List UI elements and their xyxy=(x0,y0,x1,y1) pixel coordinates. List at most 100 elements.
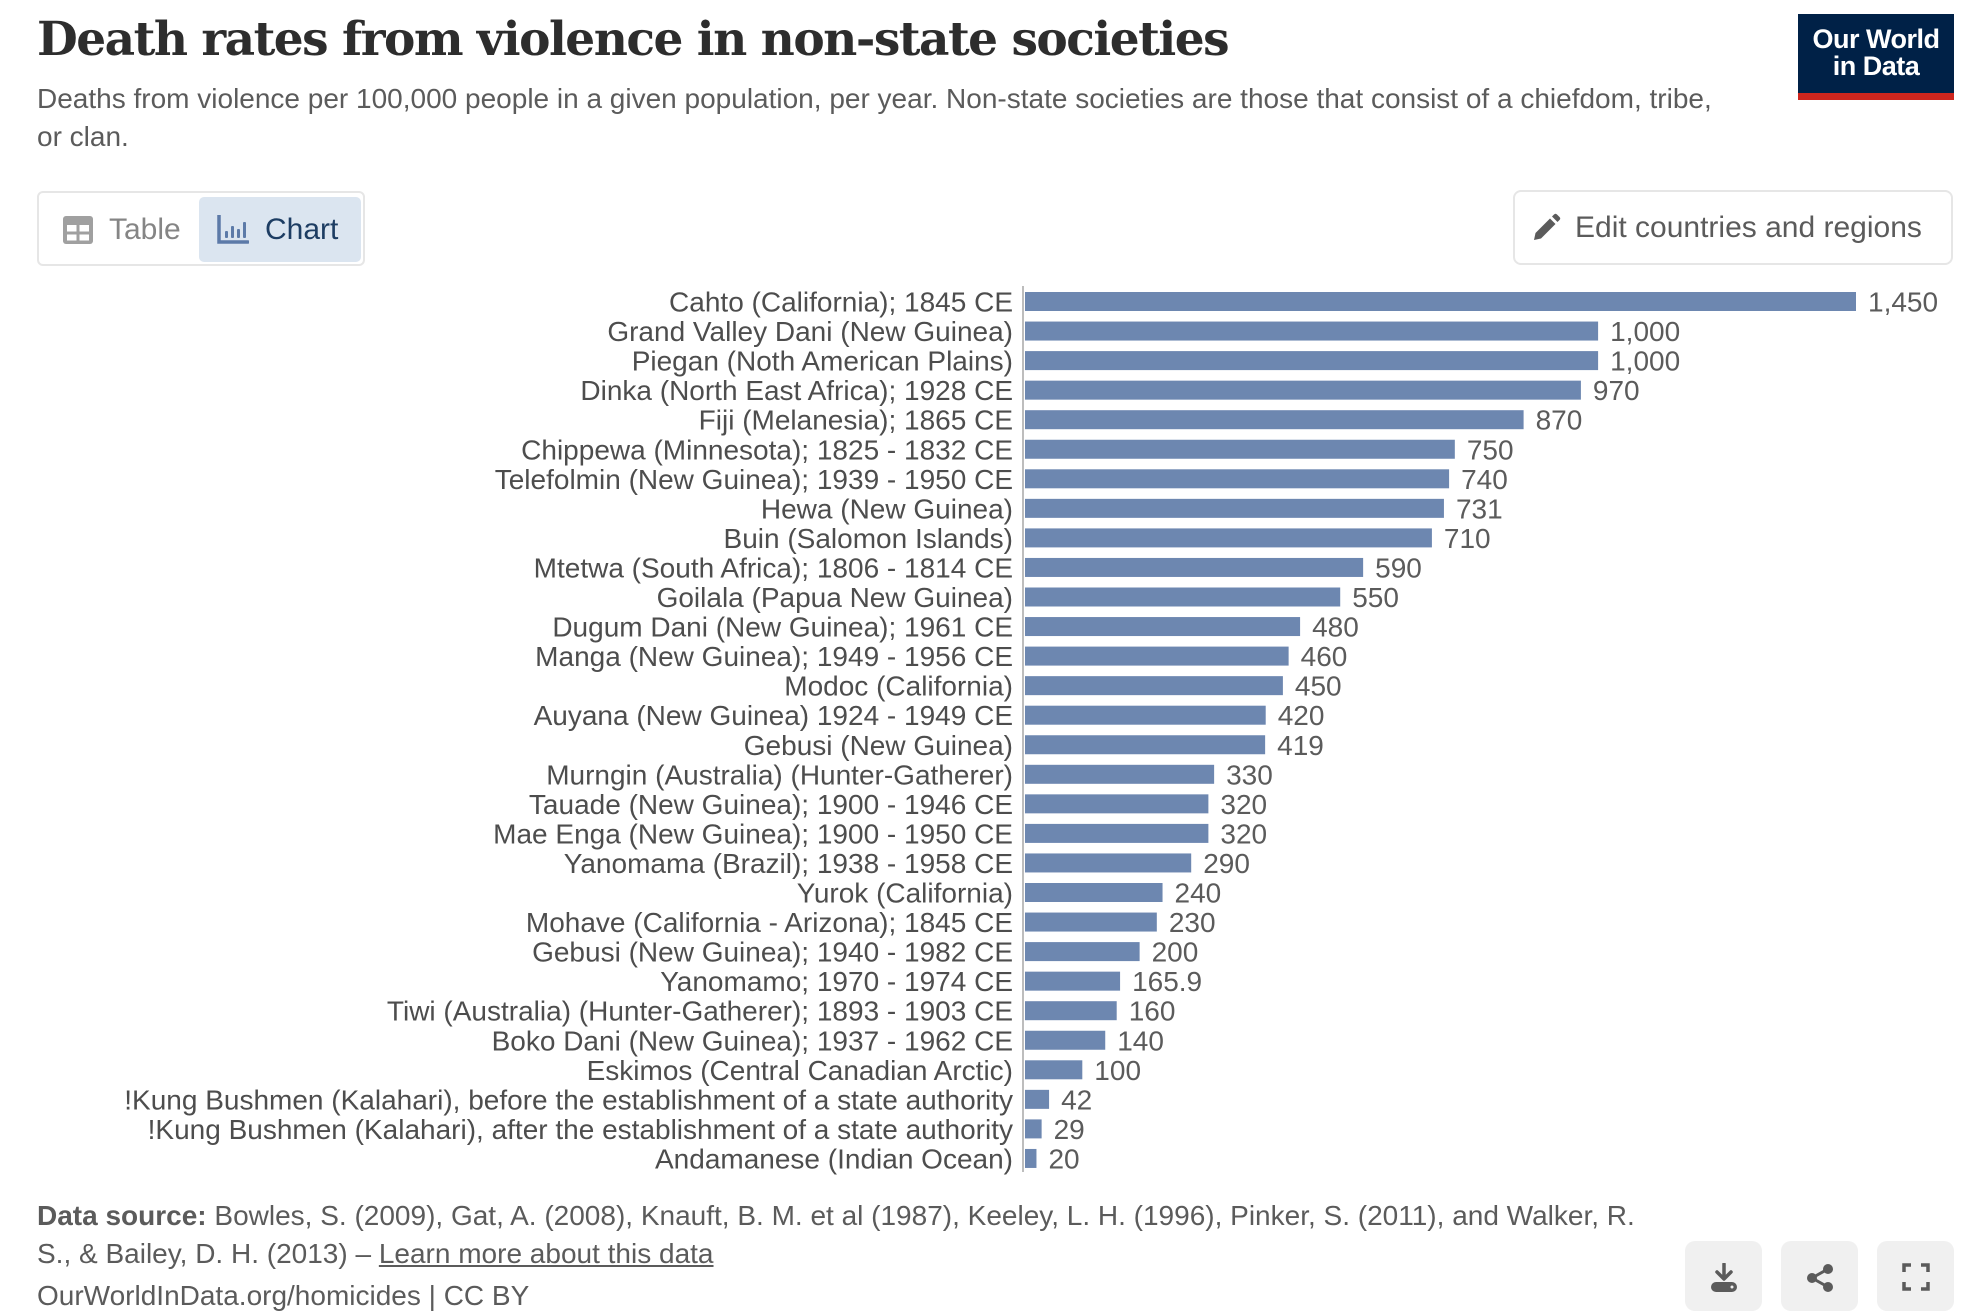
category-label[interactable]: !Kung Bushmen (Kalahari), before the est… xyxy=(124,1084,1013,1115)
category-label[interactable]: Mtetwa (South Africa); 1806 - 1814 CE xyxy=(534,552,1013,583)
bar[interactable] xyxy=(1025,557,1364,577)
bar[interactable] xyxy=(1025,1119,1042,1139)
category-label[interactable]: Cahto (California); 1845 CE xyxy=(669,287,1013,318)
bar[interactable] xyxy=(1025,587,1341,607)
bar[interactable] xyxy=(1025,351,1599,371)
bar[interactable] xyxy=(1025,1148,1037,1168)
value-label: 320 xyxy=(1220,818,1267,849)
bar[interactable] xyxy=(1025,676,1283,696)
bar[interactable] xyxy=(1025,735,1266,755)
bar[interactable] xyxy=(1025,528,1432,548)
tab-table[interactable]: Table xyxy=(43,197,199,262)
bar[interactable] xyxy=(1025,1060,1083,1080)
category-label[interactable]: Chippewa (Minnesota); 1825 - 1832 CE xyxy=(521,434,1013,465)
bar[interactable] xyxy=(1025,646,1289,666)
value-label: 450 xyxy=(1295,671,1342,702)
category-label[interactable]: Tauade (New Guinea); 1900 - 1946 CE xyxy=(529,789,1013,820)
tab-table-label: Table xyxy=(109,212,181,246)
value-label: 970 xyxy=(1593,375,1640,406)
category-label[interactable]: Eskimos (Central Canadian Arctic) xyxy=(587,1055,1013,1086)
category-label[interactable]: Mohave (California - Arizona); 1845 CE xyxy=(526,907,1013,938)
category-label[interactable]: Mae Enga (New Guinea); 1900 - 1950 CE xyxy=(493,818,1013,849)
value-label: 740 xyxy=(1461,464,1508,495)
owid-logo[interactable]: Our World in Data xyxy=(1798,14,1954,100)
value-label: 419 xyxy=(1277,730,1324,761)
edit-countries-label: Edit countries and regions xyxy=(1575,210,1922,244)
category-label[interactable]: Telefolmin (New Guinea); 1939 - 1950 CE xyxy=(495,464,1013,495)
category-label[interactable]: Andamanese (Indian Ocean) xyxy=(655,1143,1013,1174)
share-button[interactable] xyxy=(1781,1241,1858,1311)
value-label: 731 xyxy=(1456,493,1503,524)
category-label[interactable]: Grand Valley Dani (New Guinea) xyxy=(607,316,1013,347)
fullscreen-icon xyxy=(1901,1263,1930,1291)
category-label[interactable]: Dugum Dani (New Guinea); 1961 CE xyxy=(552,612,1013,643)
category-label[interactable]: Fiji (Melanesia); 1865 CE xyxy=(699,405,1013,436)
bar[interactable] xyxy=(1025,380,1581,400)
category-label[interactable]: Manga (New Guinea); 1949 - 1956 CE xyxy=(535,641,1013,672)
download-button[interactable] xyxy=(1685,1241,1762,1311)
bar[interactable] xyxy=(1025,794,1209,814)
category-label[interactable]: Yanomama (Brazil); 1938 - 1958 CE xyxy=(564,848,1013,879)
value-label: 330 xyxy=(1226,759,1273,790)
category-label[interactable]: Modoc (California) xyxy=(784,671,1013,702)
bar[interactable] xyxy=(1025,705,1266,725)
bar[interactable] xyxy=(1025,617,1301,637)
category-label[interactable]: Boko Dani (New Guinea); 1937 - 1962 CE xyxy=(492,1025,1013,1056)
value-label: 590 xyxy=(1375,552,1422,583)
fullscreen-button[interactable] xyxy=(1877,1241,1954,1311)
category-label[interactable]: !Kung Bushmen (Kalahari), after the esta… xyxy=(148,1114,1013,1145)
bar[interactable] xyxy=(1025,764,1215,784)
value-label: 1,000 xyxy=(1610,316,1680,347)
edit-countries-button[interactable]: Edit countries and regions xyxy=(1513,190,1953,265)
value-label: 240 xyxy=(1175,878,1222,909)
bar[interactable] xyxy=(1025,439,1455,459)
category-label[interactable]: Gebusi (New Guinea) xyxy=(744,730,1013,761)
category-label[interactable]: Yanomamo; 1970 - 1974 CE xyxy=(660,966,1013,997)
value-label: 29 xyxy=(1054,1114,1085,1145)
bar[interactable] xyxy=(1025,853,1192,873)
value-label: 42 xyxy=(1061,1084,1092,1115)
value-label: 230 xyxy=(1169,907,1216,938)
value-label: 290 xyxy=(1203,848,1250,879)
bar[interactable] xyxy=(1025,971,1121,991)
bar[interactable] xyxy=(1025,823,1209,843)
logo-line-2: in Data xyxy=(1832,51,1920,81)
pencil-icon xyxy=(1534,213,1561,240)
value-label: 165.9 xyxy=(1132,966,1202,997)
bars-layer: Cahto (California); 1845 CE 1,450 Grand Va… xyxy=(124,287,1938,1175)
value-label: 480 xyxy=(1312,612,1359,643)
bar[interactable] xyxy=(1025,1030,1106,1050)
bar[interactable] xyxy=(1025,292,1856,311)
bar[interactable] xyxy=(1025,410,1524,430)
learn-more-link[interactable]: Learn more about this data xyxy=(378,1238,714,1269)
category-label[interactable]: Hewa (New Guinea) xyxy=(761,493,1013,524)
category-label[interactable]: Gebusi (New Guinea); 1940 - 1982 CE xyxy=(532,937,1013,968)
category-label[interactable]: Tiwi (Australia) (Hunter-Gatherer); 1893… xyxy=(387,996,1013,1027)
category-label[interactable]: Piegan (Noth American Plains) xyxy=(632,346,1013,377)
category-label[interactable]: Buin (Salomon Islands) xyxy=(724,523,1013,554)
data-source-text: Bowles, S. (2009), Gat, A. (2008), Knauf… xyxy=(37,1200,1635,1269)
category-label[interactable]: Auyana (New Guinea) 1924 - 1949 CE xyxy=(534,700,1013,731)
value-label: 160 xyxy=(1129,996,1176,1027)
value-label: 460 xyxy=(1301,641,1348,672)
bar[interactable] xyxy=(1025,321,1599,341)
value-label: 550 xyxy=(1352,582,1399,613)
value-label: 1,000 xyxy=(1610,346,1680,377)
bar[interactable] xyxy=(1025,883,1163,902)
value-label: 750 xyxy=(1467,434,1514,465)
bar[interactable] xyxy=(1025,469,1450,489)
value-label: 870 xyxy=(1536,405,1583,436)
bar[interactable] xyxy=(1025,942,1140,962)
bar[interactable] xyxy=(1025,1089,1050,1109)
category-label[interactable]: Goilala (Papua New Guinea) xyxy=(657,582,1013,613)
chart-subtitle: Deaths from violence per 100,000 people … xyxy=(37,83,1712,152)
chart-url-license[interactable]: OurWorldInData.org/homicides | CC BY xyxy=(37,1280,530,1311)
category-label[interactable]: Dinka (North East Africa); 1928 CE xyxy=(580,375,1013,406)
bar[interactable] xyxy=(1025,1001,1117,1021)
category-label[interactable]: Murngin (Australia) (Hunter-Gatherer) xyxy=(546,759,1013,790)
bar[interactable] xyxy=(1025,498,1444,518)
category-label[interactable]: Yurok (California) xyxy=(797,878,1013,909)
bar[interactable] xyxy=(1025,912,1157,932)
value-label: 1,450 xyxy=(1868,287,1938,318)
tab-chart[interactable]: Chart xyxy=(199,197,361,262)
